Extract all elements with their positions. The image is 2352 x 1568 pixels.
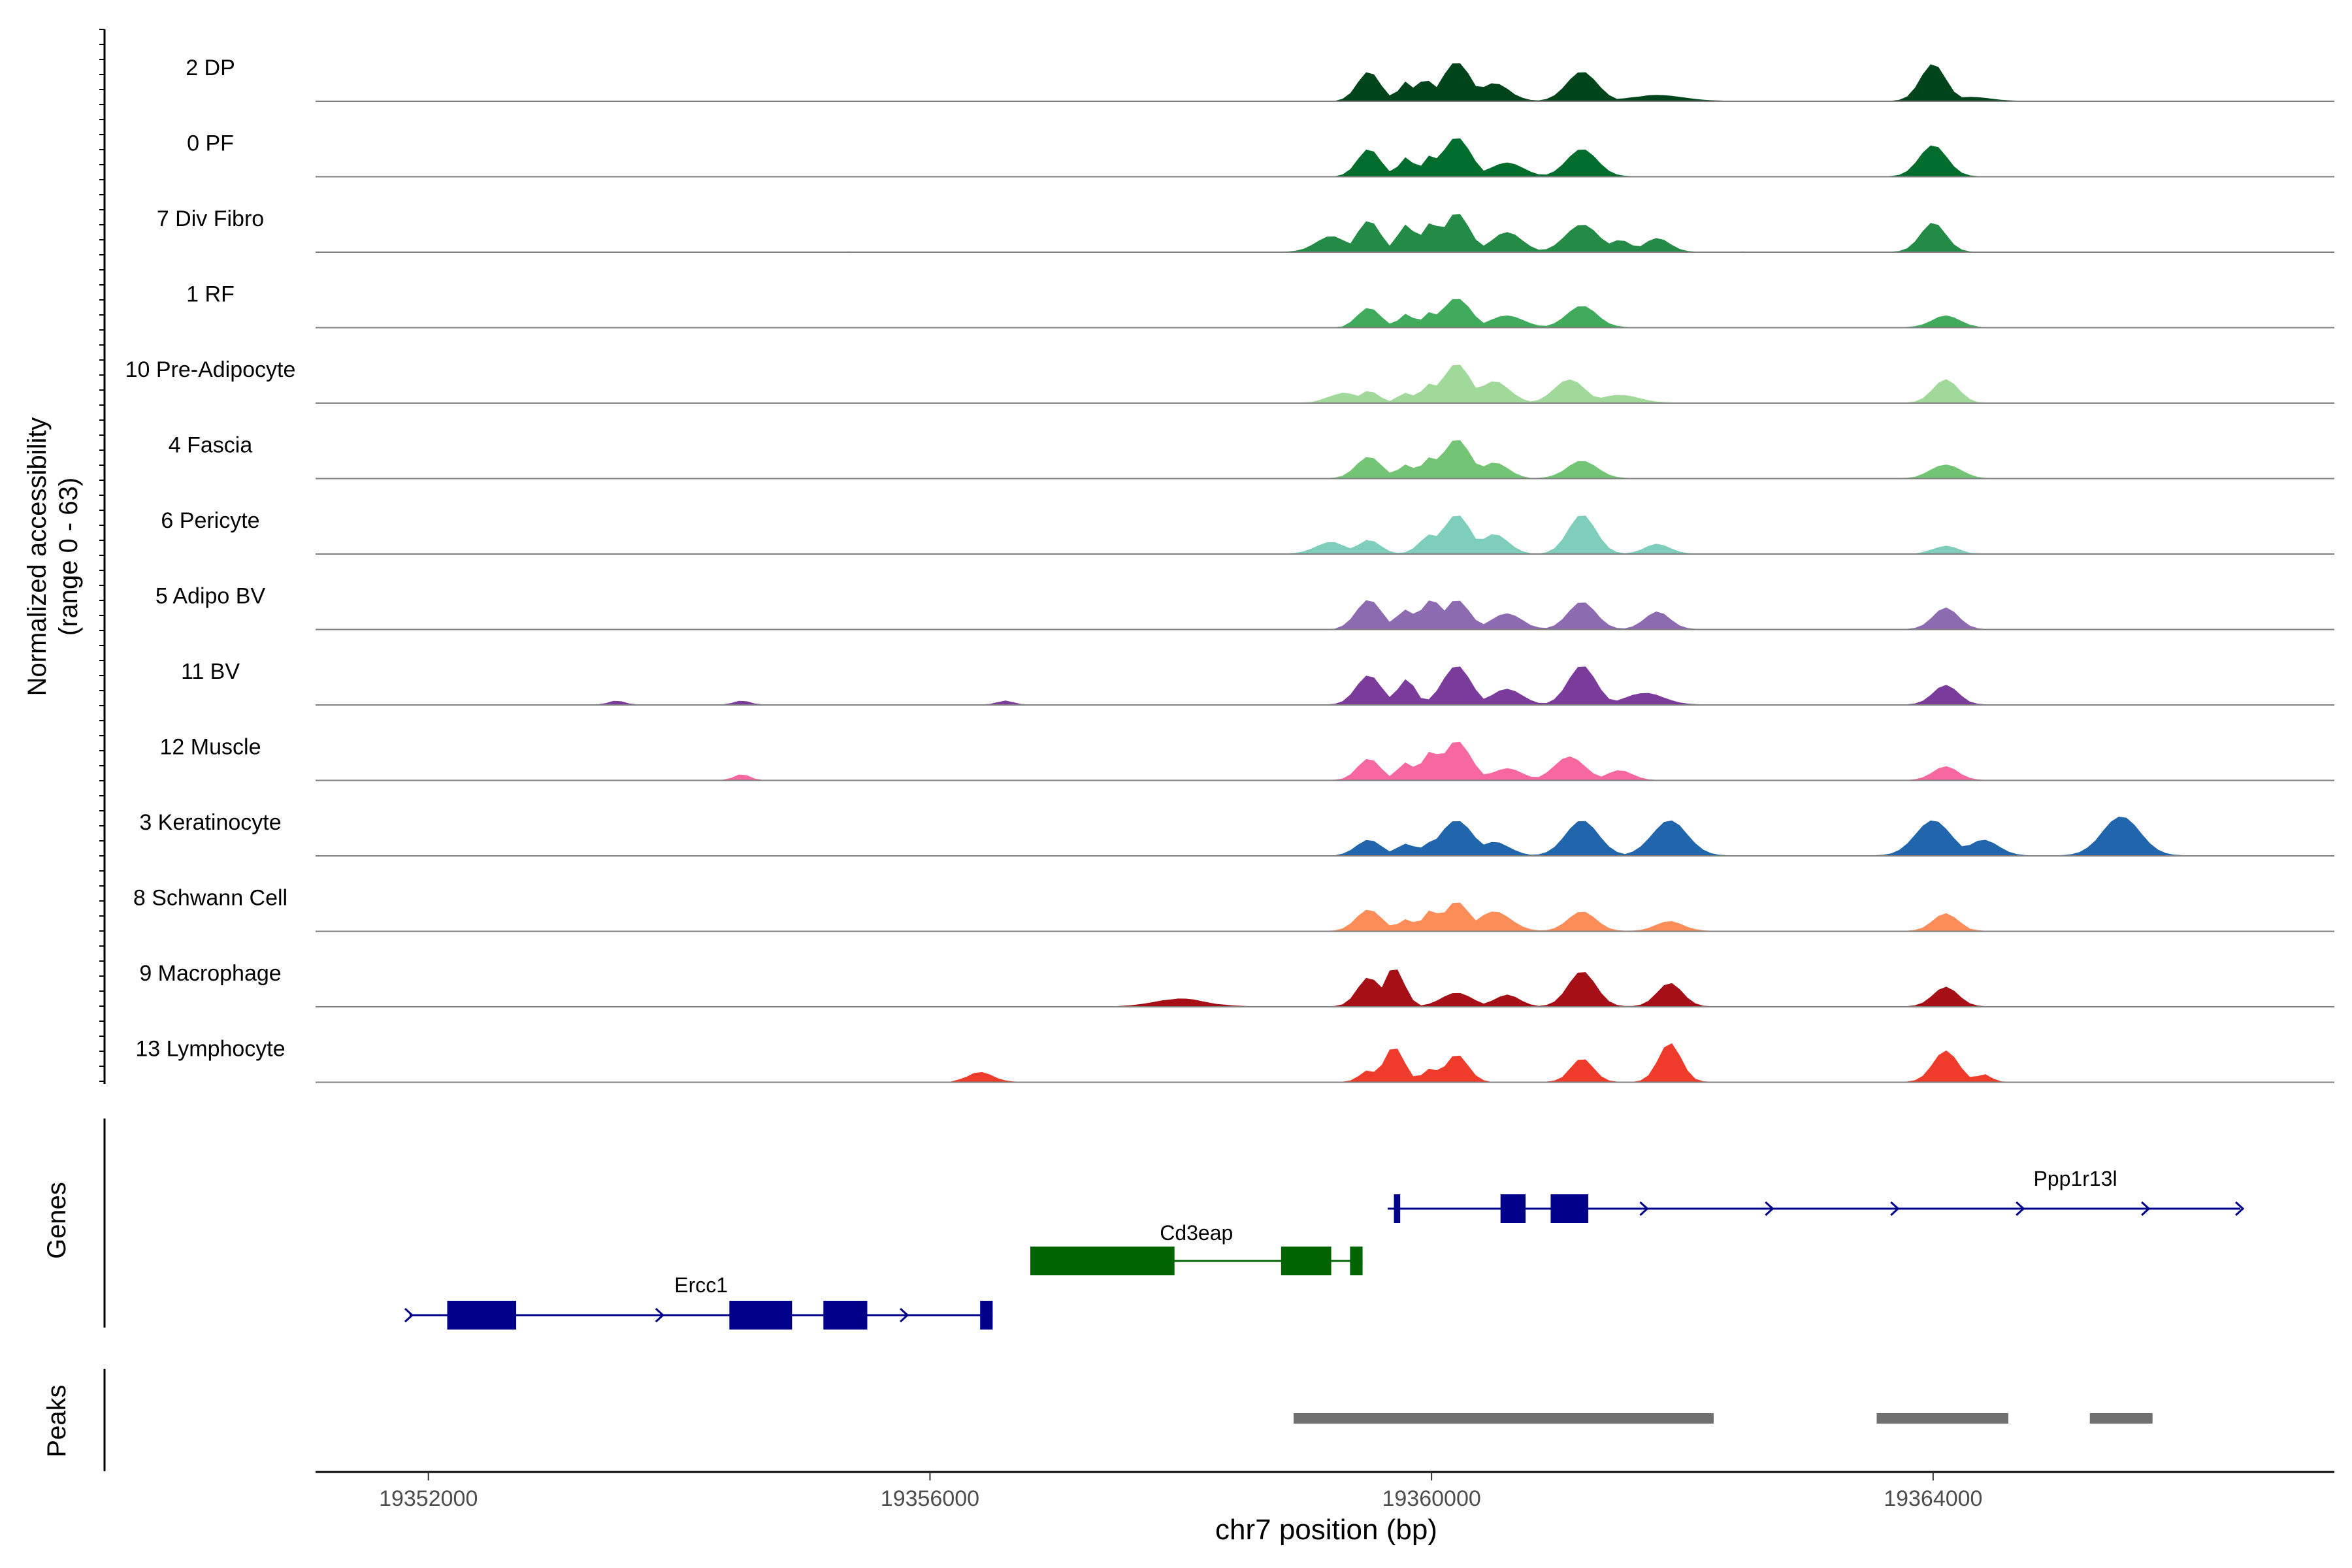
- exon: [1281, 1247, 1331, 1275]
- coverage-area: [316, 138, 2334, 177]
- track-label: 12 Muscle: [160, 735, 261, 760]
- strand-arrow: [655, 1307, 665, 1323]
- strand-arrow: [1639, 1201, 1649, 1217]
- peak-bar: [2089, 1413, 2153, 1424]
- peak-bar: [1294, 1413, 1714, 1424]
- coverage-area: [316, 817, 2334, 856]
- x-tick-label: 19352000: [379, 1486, 478, 1511]
- track-label: 9 Macrophage: [139, 961, 281, 986]
- exon: [1550, 1194, 1589, 1223]
- track-10-pre-adipocyte: 10 Pre-Adipocyte: [125, 357, 2334, 404]
- coverage-area: [316, 214, 2334, 252]
- track-1-rf: 1 RF: [186, 282, 2334, 329]
- track-label: 11 BV: [181, 659, 240, 684]
- strand-arrow: [2235, 1201, 2245, 1217]
- coverage-area: [316, 299, 2334, 328]
- coverage-area: [316, 902, 2334, 932]
- exon: [1030, 1247, 1175, 1275]
- peak-bar: [1876, 1413, 2008, 1424]
- track-7-div-fibro: 7 Div Fibro: [157, 206, 2334, 253]
- track-label: 1 RF: [186, 282, 235, 307]
- track-5-adipo-bv: 5 Adipo BV: [155, 584, 2334, 630]
- gene-label: Ercc1: [674, 1273, 728, 1297]
- coverage-area: [316, 600, 2334, 630]
- gene-ppp1r13l: Ppp1r13l: [1387, 1167, 2245, 1223]
- track-label: 4 Fascia: [169, 433, 253, 458]
- strand-arrow: [2016, 1201, 2025, 1217]
- track-label: 5 Adipo BV: [155, 584, 266, 609]
- exon: [1350, 1247, 1363, 1275]
- exon: [1394, 1194, 1401, 1223]
- x-tick-label: 19360000: [1382, 1486, 1480, 1511]
- coverage-area: [316, 63, 2334, 101]
- track-label: 10 Pre-Adipocyte: [125, 357, 296, 382]
- gene-track: Genes Ercc1 Cd3eap Ppp1r13l: [42, 1119, 2245, 1330]
- track-label: 7 Div Fibro: [157, 206, 264, 231]
- track-label: 2 DP: [186, 56, 235, 80]
- strand-arrow: [1765, 1201, 1774, 1217]
- coverage-area: [316, 969, 2334, 1007]
- coverage-area: [316, 742, 2334, 781]
- track-12-muscle: 12 Muscle: [160, 735, 2334, 781]
- peaks-label: Peaks: [42, 1384, 71, 1457]
- track-label: 13 Lymphocyte: [135, 1037, 285, 1062]
- coverage-area: [316, 440, 2334, 479]
- track-label: 6 Pericyte: [161, 508, 259, 533]
- genes-label: Genes: [42, 1182, 71, 1259]
- track-label: 3 Keratinocyte: [139, 810, 281, 835]
- x-axis-label: chr7 position (bp): [1215, 1514, 1437, 1546]
- track-11-bv: 11 BV: [181, 659, 2334, 706]
- coverage-area: [316, 365, 2334, 403]
- y-axis: [99, 29, 106, 1084]
- track-label: 8 Schwann Cell: [133, 886, 287, 911]
- track-6-pericyte: 6 Pericyte: [161, 508, 2334, 555]
- exon: [447, 1301, 517, 1330]
- gene-ercc1: Ercc1: [404, 1273, 993, 1330]
- y-axis-label-range: (range 0 - 63): [54, 478, 83, 636]
- track-4-fascia: 4 Fascia: [169, 433, 2334, 480]
- track-0-pf: 0 PF: [187, 131, 2334, 178]
- track-3-keratinocyte: 3 Keratinocyte: [139, 810, 2334, 857]
- track-9-macrophage: 9 Macrophage: [139, 961, 2334, 1007]
- track-2-dp: 2 DP: [186, 56, 2334, 102]
- exon: [980, 1301, 993, 1330]
- x-axis: chr7 position (bp) 19352000 19356000 19360…: [316, 1471, 2334, 1546]
- strand-arrow: [2141, 1201, 2151, 1217]
- gene-label: Cd3eap: [1160, 1221, 1233, 1245]
- strand-arrow: [1890, 1201, 1900, 1217]
- y-axis-label: Normalized accessibility: [23, 417, 52, 696]
- coverage-area: [316, 1043, 2334, 1083]
- track-8-schwann-cell: 8 Schwann Cell: [133, 886, 2334, 932]
- track-label: 0 PF: [187, 131, 234, 156]
- exon: [729, 1301, 792, 1330]
- strand-arrow: [404, 1307, 414, 1323]
- coverage-area: [316, 515, 2334, 554]
- exon: [823, 1301, 868, 1330]
- peak-track: Peaks: [42, 1369, 2153, 1471]
- gene-label: Ppp1r13l: [2033, 1167, 2117, 1190]
- exon: [1500, 1194, 1526, 1223]
- x-tick-label: 19356000: [881, 1486, 979, 1511]
- x-tick-label: 19364000: [1884, 1486, 1982, 1511]
- track-13-lymphocyte: 13 Lymphocyte: [135, 1037, 2334, 1083]
- coverage-tracks: 2 DP 0 PF 7 Div Fibro 1 RF 10 Pre-Adipocyte 4…: [125, 56, 2334, 1083]
- gene-cd3eap: Cd3eap: [1030, 1221, 1363, 1275]
- coverage-area: [316, 666, 2334, 705]
- strand-arrow: [900, 1307, 909, 1323]
